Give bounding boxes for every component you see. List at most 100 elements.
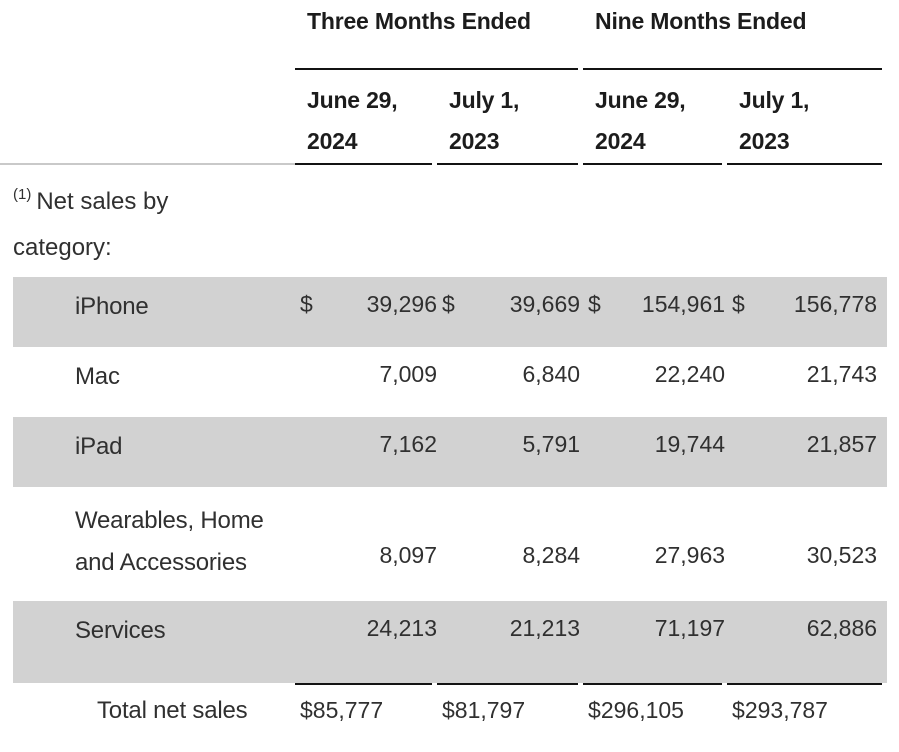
currency-cell-empty xyxy=(437,347,467,417)
date-line2: 2023 xyxy=(449,128,500,154)
currency-cell-empty xyxy=(437,601,467,683)
value-cell: 21,743 xyxy=(806,361,878,387)
column-underline-rule xyxy=(727,163,883,165)
group-underline-rule xyxy=(583,68,883,70)
section-note: (1) Net sales by category: xyxy=(13,165,295,277)
row-label: iPhone xyxy=(13,277,295,347)
date-header-row: June 29, 2024 July 1, 2023 June 29, 2024… xyxy=(0,70,887,165)
currency-cell-empty xyxy=(727,487,757,601)
value-cell: 71,197 xyxy=(613,601,728,683)
date-line1: June 29, xyxy=(595,87,686,113)
row-label-line1: Wearables, Home xyxy=(75,507,264,534)
section-note-row: (1) Net sales by category: xyxy=(13,165,887,277)
currency-symbol: $ xyxy=(437,277,467,347)
label-column-header xyxy=(0,70,295,165)
currency-cell-empty xyxy=(437,417,467,487)
value-cell: 6,840 xyxy=(522,361,581,387)
value-cell: 5,791 xyxy=(467,417,584,487)
value-cell: 8,284 xyxy=(522,542,581,568)
date-line2: 2023 xyxy=(739,128,790,154)
total-row: Total net sales $85,777 $81,797 $296,105… xyxy=(13,683,887,752)
currency-cell-empty xyxy=(295,601,325,683)
row-label: iPad xyxy=(13,417,295,487)
currency-cell-empty xyxy=(295,417,325,487)
table-row-mac: Mac 7,009 6,840 22,240 21,743 xyxy=(13,347,887,417)
column-header-9mo-2023: July 1, 2023 xyxy=(727,70,887,165)
total-value-cell: $296,105 xyxy=(583,683,727,752)
total-value: $85,777 xyxy=(300,697,384,723)
value-cell: 21,857 xyxy=(757,417,888,487)
row-label: Wearables, Home and Accessories xyxy=(13,487,295,601)
label-column-rule xyxy=(0,163,295,165)
currency-cell-empty xyxy=(295,487,325,601)
currency-symbol: $ xyxy=(583,277,614,347)
footnote-marker: (1) xyxy=(13,186,32,203)
currency-cell-empty xyxy=(727,601,758,683)
row-label: Services xyxy=(13,601,295,683)
column-underline-rule xyxy=(437,163,579,165)
section-note-line2: category: xyxy=(13,234,112,261)
value-cell: 27,963 xyxy=(654,542,726,568)
period-group-nine-months: Nine Months Ended xyxy=(583,0,887,70)
total-top-rule xyxy=(295,683,432,685)
period-group-label: Three Months Ended xyxy=(307,8,531,34)
period-group-header-row: Three Months Ended Nine Months Ended xyxy=(13,0,887,70)
value-cell: 7,009 xyxy=(379,361,437,387)
total-value: $293,787 xyxy=(732,697,828,723)
value-cell: 154,961 xyxy=(613,277,728,347)
row-label-line2: and Accessories xyxy=(75,549,247,576)
column-header-9mo-2024: June 29, 2024 xyxy=(583,70,727,165)
value-cell: 22,240 xyxy=(654,361,726,387)
empty-cell xyxy=(295,165,887,277)
currency-cell-empty xyxy=(583,487,613,601)
currency-cell-empty xyxy=(727,347,757,417)
value-cell: 30,523 xyxy=(806,542,878,568)
column-header-3mo-2023: July 1, 2023 xyxy=(437,70,583,165)
value-cell: 39,296 xyxy=(325,277,437,347)
date-line1: July 1, xyxy=(449,87,520,113)
currency-cell-empty xyxy=(437,487,467,601)
currency-cell-empty xyxy=(583,601,614,683)
value-cell: 8,097 xyxy=(379,542,437,568)
value-cell: 156,778 xyxy=(757,277,888,347)
column-underline-rule xyxy=(295,163,432,165)
table-row-iphone: iPhone $ 39,296 $ 39,669 $ 154,961 $ 156… xyxy=(13,277,888,347)
total-top-rule xyxy=(437,683,579,685)
total-value: $81,797 xyxy=(442,697,526,723)
date-line1: July 1, xyxy=(739,87,810,113)
period-group-three-months: Three Months Ended xyxy=(295,0,583,70)
group-underline-rule xyxy=(295,68,579,70)
value-cell: 21,213 xyxy=(467,601,584,683)
total-top-rule xyxy=(727,683,883,685)
currency-symbol: $ xyxy=(727,277,758,347)
date-line2: 2024 xyxy=(307,128,358,154)
total-top-rule xyxy=(583,683,723,685)
total-value-cell: $81,797 xyxy=(437,683,583,752)
section-note-line1: Net sales by xyxy=(36,188,169,215)
currency-symbol: $ xyxy=(295,277,325,347)
value-cell: 39,669 xyxy=(467,277,584,347)
table-row-ipad: iPad 7,162 5,791 19,744 21,857 xyxy=(13,417,888,487)
column-header-3mo-2024: June 29, 2024 xyxy=(295,70,437,165)
period-group-label: Nine Months Ended xyxy=(595,8,807,34)
value-cell: 7,162 xyxy=(325,417,437,487)
total-value-cell: $85,777 xyxy=(295,683,437,752)
currency-cell-empty xyxy=(583,417,614,487)
date-line1: June 29, xyxy=(307,87,398,113)
total-value: $296,105 xyxy=(588,697,684,723)
value-cell: 62,886 xyxy=(757,601,888,683)
date-line2: 2024 xyxy=(595,128,646,154)
header-spacer xyxy=(13,0,295,70)
value-cell: 24,213 xyxy=(325,601,437,683)
currency-cell-empty xyxy=(727,417,758,487)
value-cell: 19,744 xyxy=(613,417,728,487)
column-underline-rule xyxy=(583,163,723,165)
currency-cell-empty xyxy=(583,347,613,417)
currency-cell-empty xyxy=(295,347,325,417)
row-label: Mac xyxy=(75,363,120,390)
table-row-services: Services 24,213 21,213 71,197 62,886 xyxy=(13,601,888,683)
total-value-cell: $293,787 xyxy=(727,683,887,752)
total-row-label: Total net sales xyxy=(97,697,248,724)
table-row-wearables-home-accessories: Wearables, Home and Accessories 8,097 8,… xyxy=(13,487,887,601)
